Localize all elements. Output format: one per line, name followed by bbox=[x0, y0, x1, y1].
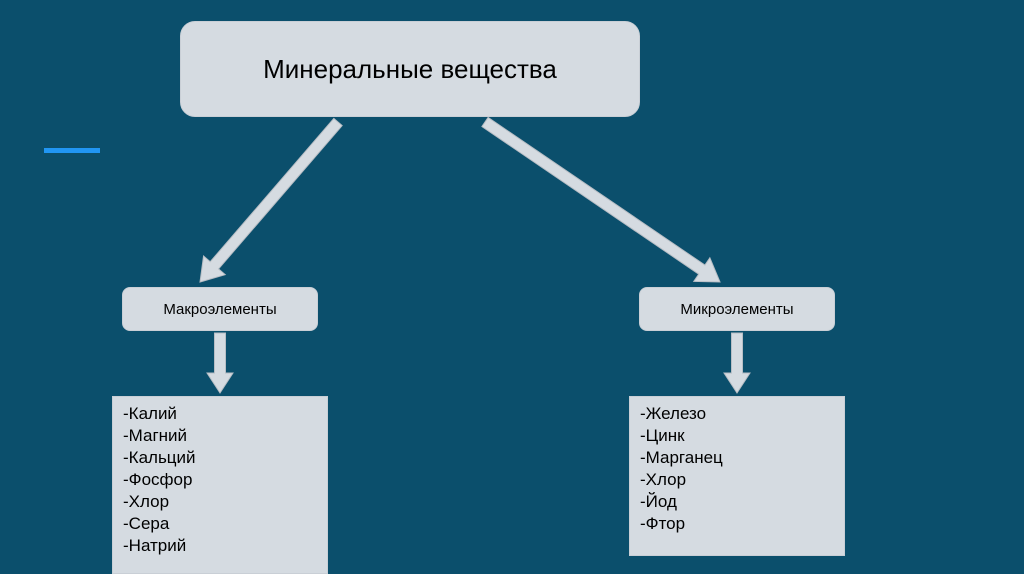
right-node: Микроэлементы bbox=[639, 287, 835, 331]
list-item: -Кальций bbox=[123, 447, 196, 469]
list-item: -Натрий bbox=[123, 535, 186, 557]
list-item: -Фтор bbox=[640, 513, 685, 535]
root-node: Минеральные вещества bbox=[180, 21, 640, 117]
arrow bbox=[482, 117, 720, 282]
list-item: -Магний bbox=[123, 425, 187, 447]
left-list: -Калий-Магний-Кальций-Фосфор-Хлор-Сера-Н… bbox=[112, 396, 328, 574]
list-item: -Калий bbox=[123, 403, 177, 425]
arrow bbox=[207, 333, 233, 393]
accent-bar bbox=[44, 148, 100, 153]
list-item: -Железо bbox=[640, 403, 706, 425]
list-item: -Хлор bbox=[640, 469, 686, 491]
right-list: -Железо-Цинк-Марганец-Хлор-Йод-Фтор bbox=[629, 396, 845, 556]
left-node: Макроэлементы bbox=[122, 287, 318, 331]
list-item: -Хлор bbox=[123, 491, 169, 513]
left-label: Макроэлементы bbox=[163, 301, 276, 318]
arrow bbox=[200, 118, 342, 282]
right-label: Микроэлементы bbox=[680, 301, 793, 318]
root-label: Минеральные вещества bbox=[263, 54, 557, 85]
list-item: -Цинк bbox=[640, 425, 685, 447]
list-item: -Марганец bbox=[640, 447, 723, 469]
list-item: -Сера bbox=[123, 513, 169, 535]
list-item: -Фосфор bbox=[123, 469, 192, 491]
arrow bbox=[724, 333, 750, 393]
list-item: -Йод bbox=[640, 491, 677, 513]
